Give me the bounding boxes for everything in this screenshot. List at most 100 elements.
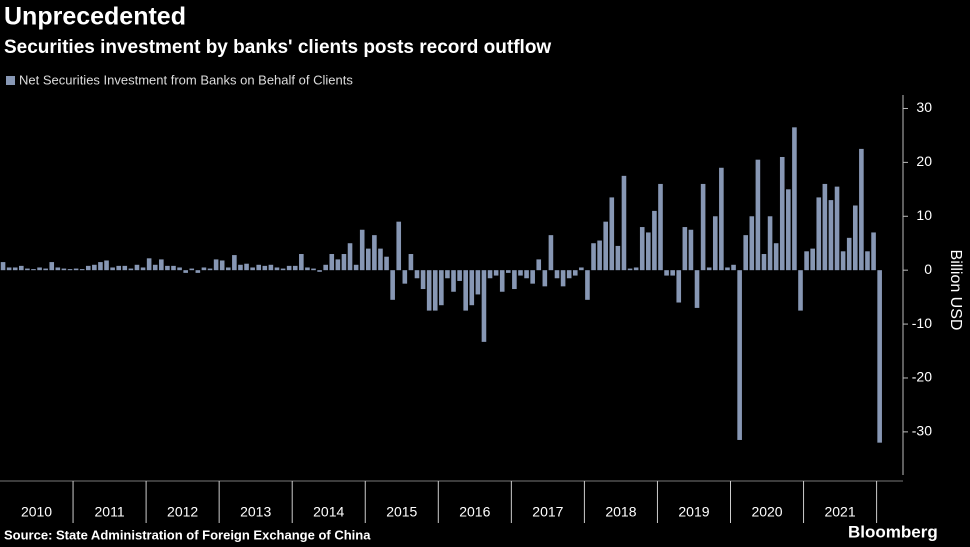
bar <box>19 265 24 271</box>
bar <box>859 148 864 271</box>
bar <box>506 270 511 273</box>
bar <box>128 268 134 271</box>
bar <box>219 260 225 271</box>
bar <box>305 267 310 271</box>
bar <box>822 183 828 271</box>
bar <box>67 269 73 271</box>
bar <box>396 221 402 271</box>
bar <box>152 264 158 271</box>
bar <box>828 200 834 271</box>
bar <box>767 216 773 271</box>
bar <box>725 267 730 271</box>
bar <box>700 183 706 271</box>
x-tick-label: 2020 <box>751 504 782 520</box>
bar <box>262 265 268 271</box>
bar <box>627 268 633 271</box>
bar <box>12 267 18 271</box>
bar <box>664 270 669 276</box>
bar <box>463 270 468 311</box>
bar <box>402 270 408 284</box>
bar <box>238 264 243 271</box>
bar <box>122 265 128 271</box>
bar <box>475 270 481 295</box>
bar <box>268 264 274 271</box>
bar <box>244 263 249 271</box>
bar <box>116 265 122 271</box>
bar <box>579 267 584 271</box>
x-tick-label: 2018 <box>605 504 636 520</box>
bar <box>134 264 140 271</box>
bar <box>560 270 566 287</box>
bar <box>171 265 176 271</box>
bar <box>299 254 304 271</box>
bar <box>469 270 475 306</box>
bar <box>658 183 663 271</box>
bar <box>852 205 858 271</box>
x-tick-label: 2015 <box>386 504 417 520</box>
bar <box>499 270 505 292</box>
bar <box>518 270 523 276</box>
x-tick-label: 2016 <box>459 504 490 520</box>
y-tick-label: 0 <box>924 261 932 277</box>
bar <box>0 262 6 271</box>
bar <box>591 243 596 271</box>
y-tick-label: -30 <box>912 423 932 439</box>
bar <box>554 270 560 279</box>
bar <box>323 264 328 271</box>
bar <box>804 251 809 271</box>
bar <box>445 270 450 279</box>
y-tick-label: 30 <box>916 99 932 115</box>
x-tick-label: 2013 <box>240 504 271 520</box>
bar <box>585 270 590 300</box>
bar <box>61 268 67 271</box>
bar <box>603 221 609 271</box>
bar <box>225 267 231 271</box>
bar <box>359 229 365 271</box>
bar <box>92 264 97 271</box>
x-tick-label: 2019 <box>678 504 709 520</box>
bar <box>743 235 749 271</box>
bar <box>335 259 341 271</box>
bar <box>566 270 572 279</box>
bar <box>572 270 578 276</box>
bar <box>159 259 164 271</box>
bar <box>865 251 870 271</box>
bar <box>524 270 529 279</box>
bar <box>195 270 201 273</box>
bar <box>493 270 499 276</box>
brand: Bloomberg <box>848 522 938 541</box>
bar <box>439 270 444 306</box>
bar <box>372 235 377 271</box>
bar <box>536 259 542 271</box>
bar <box>840 251 846 271</box>
bar <box>761 254 767 271</box>
y-tick-label: 10 <box>916 207 932 223</box>
x-tick-label: 2012 <box>167 504 198 520</box>
bar <box>786 189 791 271</box>
bar <box>292 265 298 271</box>
bar <box>140 267 146 271</box>
bar <box>487 270 493 279</box>
bar <box>615 245 621 271</box>
bar <box>755 159 761 271</box>
bar <box>384 256 389 271</box>
bar <box>365 248 371 271</box>
bar <box>213 259 219 271</box>
chart-title: Unprecedented <box>4 3 186 31</box>
bar <box>353 264 359 271</box>
bar <box>408 254 414 271</box>
bar <box>317 270 322 272</box>
bar <box>250 267 255 271</box>
bar <box>512 270 517 290</box>
bar <box>390 270 395 300</box>
bar <box>530 270 535 284</box>
bar <box>201 267 207 271</box>
bar <box>378 248 383 271</box>
bar <box>37 267 42 271</box>
bar <box>232 255 237 271</box>
bar <box>798 270 803 311</box>
bar <box>652 210 657 271</box>
bar <box>110 267 115 271</box>
bar <box>55 267 61 271</box>
